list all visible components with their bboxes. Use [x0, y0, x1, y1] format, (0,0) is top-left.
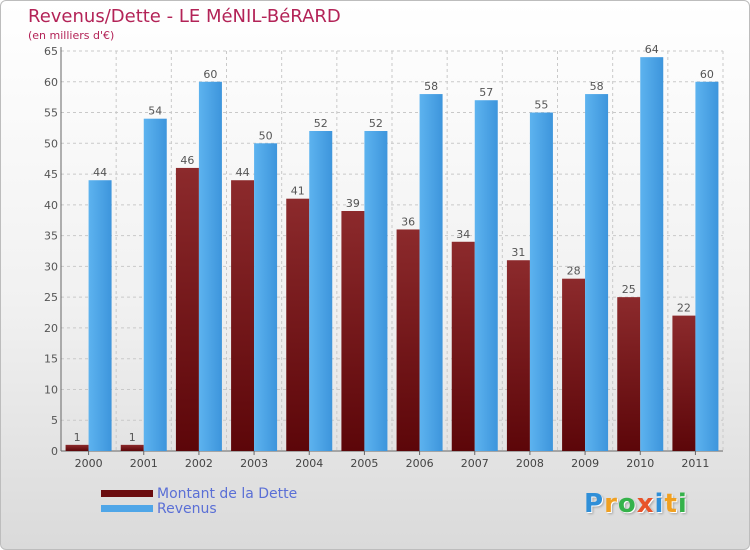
y-tick-label: 25: [44, 291, 58, 304]
x-tick-label: 2001: [130, 457, 158, 470]
x-tick-label: 2007: [461, 457, 489, 470]
data-label-revenue: 60: [700, 68, 714, 81]
data-label-revenue: 57: [479, 86, 493, 99]
logo-letter: i: [654, 489, 665, 519]
bar-revenue: [529, 112, 553, 452]
data-label-debt: 41: [291, 185, 305, 198]
x-tick-label: 2006: [406, 457, 434, 470]
data-label-revenue: 58: [590, 80, 604, 93]
bar-debt: [562, 278, 586, 451]
bar-debt: [451, 241, 475, 451]
chart-subtitle: (en milliers d'€): [28, 29, 115, 42]
data-label-revenue: 55: [534, 99, 548, 112]
x-tick-label: 2005: [350, 457, 378, 470]
legend-swatch-debt: [101, 490, 153, 497]
data-label-debt: 25: [622, 283, 636, 296]
y-tick-label: 30: [44, 260, 58, 273]
data-label-revenue: 58: [424, 80, 438, 93]
chart-title: Revenus/Dette - LE MéNIL-BéRARD: [28, 6, 341, 27]
data-label-debt: 46: [180, 154, 194, 167]
x-tick-label: 2008: [516, 457, 544, 470]
data-label-debt: 31: [511, 246, 525, 259]
y-tick-label: 5: [51, 414, 58, 427]
y-tick-label: 20: [44, 322, 58, 335]
x-tick-label: 2000: [75, 457, 103, 470]
bar-debt: [120, 444, 144, 451]
y-tick-label: 65: [44, 45, 58, 58]
logo-letter: r: [604, 489, 618, 519]
bar-revenue: [695, 81, 719, 452]
y-tick-label: 40: [44, 199, 58, 212]
data-label-revenue: 60: [203, 68, 217, 81]
bar-revenue: [309, 131, 333, 451]
data-label-debt: 1: [129, 431, 136, 444]
bar-debt: [672, 315, 696, 451]
logo-letter: P: [584, 489, 605, 519]
bar-revenue: [474, 100, 498, 451]
bars-layer: [65, 57, 719, 452]
bar-revenue: [364, 131, 388, 451]
bar-revenue: [419, 94, 443, 452]
data-label-revenue: 52: [369, 117, 383, 130]
logo-letter: o: [617, 489, 637, 519]
x-tick-label: 2004: [295, 457, 323, 470]
data-label-debt: 44: [236, 166, 250, 179]
y-tick-label: 10: [44, 383, 58, 396]
logo-letter: i: [677, 489, 688, 519]
y-tick-label: 50: [44, 137, 58, 150]
y-tick-label: 55: [44, 107, 58, 120]
bar-revenue: [585, 94, 609, 452]
x-tick-label: 2011: [681, 457, 709, 470]
bar-debt: [286, 198, 310, 451]
x-tick-label: 2009: [571, 457, 599, 470]
y-tick-label: 60: [44, 76, 58, 89]
bar-debt: [175, 167, 199, 451]
data-label-revenue: 52: [314, 117, 328, 130]
bar-revenue: [143, 118, 167, 451]
proxiti-logo: Proxiti: [584, 489, 688, 519]
legend-swatch-revenue: [101, 505, 153, 512]
logo-letter: x: [636, 489, 655, 519]
bar-debt: [65, 444, 89, 451]
logo-letter: t: [664, 489, 678, 519]
legend-label-revenue: Revenus: [157, 501, 217, 517]
data-label-revenue: 64: [645, 43, 659, 56]
data-label-debt: 39: [346, 197, 360, 210]
y-tick-label: 0: [51, 445, 58, 458]
bar-debt: [231, 180, 255, 451]
x-tick-label: 2002: [185, 457, 213, 470]
legend-label-debt: Montant de la Dette: [157, 486, 298, 502]
y-tick-label: 45: [44, 168, 58, 181]
x-tick-label: 2003: [240, 457, 268, 470]
grid-layer: [60, 47, 724, 455]
data-label-debt: 22: [677, 302, 691, 315]
bar-debt: [396, 229, 420, 451]
bar-debt: [617, 297, 641, 451]
data-label-debt: 34: [456, 228, 470, 241]
data-label-revenue: 50: [259, 129, 273, 142]
y-tick-label: 15: [44, 353, 58, 366]
data-label-revenue: 54: [148, 105, 162, 118]
bar-revenue: [88, 180, 112, 451]
x-tick-label: 2010: [626, 457, 654, 470]
data-label-revenue: 44: [93, 166, 107, 179]
labels-layer: 0 5 10 15 20 25 30 35 40 45 50 55 60 65 1 44 2000 1 54 2001…: [44, 43, 714, 470]
bar-revenue: [198, 81, 222, 452]
bar-revenue: [640, 57, 664, 452]
data-label-debt: 28: [567, 265, 581, 278]
y-tick-label: 35: [44, 230, 58, 243]
bar-revenue: [254, 143, 278, 452]
bar-debt: [506, 260, 530, 451]
data-label-debt: 36: [401, 215, 415, 228]
data-label-debt: 1: [74, 431, 81, 444]
bar-debt: [341, 211, 365, 451]
